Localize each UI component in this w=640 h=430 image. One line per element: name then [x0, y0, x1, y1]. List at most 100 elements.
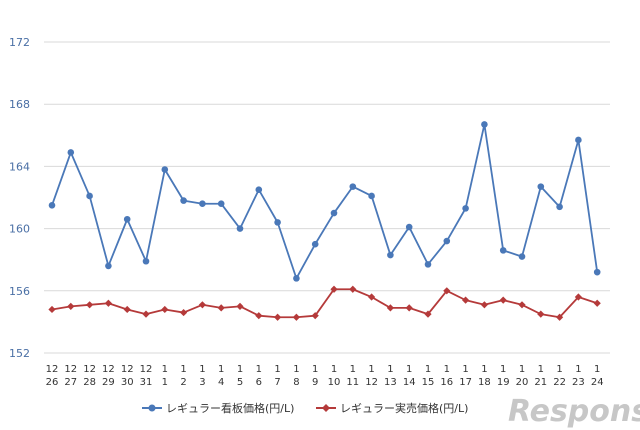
x-tick-day: 17	[459, 377, 472, 388]
x-tick-month: 1	[594, 364, 600, 375]
x-tick-month: 12	[83, 364, 96, 375]
data-point[interactable]	[593, 268, 601, 276]
data-point[interactable]	[198, 301, 206, 309]
data-point[interactable]	[274, 219, 281, 226]
legend-item-jitsubai[interactable]: レギュラー実売価格(円/L)	[316, 401, 468, 415]
x-tick-month: 1	[462, 364, 468, 375]
y-tick-label: 152	[9, 347, 30, 360]
data-point[interactable]	[349, 285, 357, 293]
x-tick-month: 1	[387, 364, 393, 375]
data-point[interactable]	[368, 192, 375, 200]
legend-item-kanban[interactable]: レギュラー看板価格(円/L)	[142, 401, 294, 415]
data-point[interactable]	[67, 302, 75, 310]
y-tick-label: 164	[9, 160, 30, 173]
data-point[interactable]	[274, 313, 282, 321]
data-point[interactable]	[180, 308, 188, 317]
x-tick-month: 1	[237, 364, 243, 375]
x-tick-month: 1	[256, 364, 262, 375]
x-tick-day: 16	[440, 377, 453, 388]
x-tick-day: 31	[140, 377, 153, 388]
data-point[interactable]	[386, 304, 394, 312]
x-tick-day: 23	[572, 377, 585, 388]
data-point[interactable]	[424, 261, 432, 268]
data-point[interactable]	[236, 225, 244, 232]
data-point[interactable]	[443, 237, 451, 245]
x-tick-day: 21	[534, 377, 547, 388]
data-point[interactable]	[142, 310, 150, 318]
data-point[interactable]	[330, 209, 338, 217]
data-point[interactable]	[161, 305, 169, 314]
data-point[interactable]	[405, 223, 413, 231]
data-point[interactable]	[499, 247, 507, 254]
x-tick-day: 5	[237, 377, 243, 388]
data-point[interactable]	[255, 312, 263, 320]
data-point[interactable]	[255, 186, 263, 194]
data-point[interactable]	[481, 121, 488, 128]
x-tick-day: 27	[64, 377, 77, 388]
data-point[interactable]	[518, 253, 526, 260]
x-tick-month: 12	[140, 364, 153, 375]
data-point[interactable]	[537, 183, 545, 190]
x-tick-month: 12	[64, 364, 77, 375]
data-point[interactable]	[556, 203, 563, 211]
x-tick-month: 12	[121, 364, 134, 375]
x-tick-month: 1	[274, 364, 280, 375]
data-point[interactable]	[48, 305, 56, 314]
x-tick-month: 1	[481, 364, 487, 375]
data-point[interactable]	[462, 296, 470, 304]
data-point[interactable]	[518, 301, 526, 309]
data-point[interactable]	[48, 201, 56, 209]
data-point[interactable]	[499, 296, 507, 304]
data-point[interactable]	[293, 275, 300, 282]
watermark-text: Response.	[508, 394, 640, 429]
y-tick-label: 160	[9, 223, 30, 236]
x-tick-month: 1	[500, 364, 506, 375]
data-point[interactable]	[405, 304, 413, 312]
data-point[interactable]	[575, 136, 582, 144]
data-point[interactable]	[537, 310, 545, 318]
x-tick-day: 24	[591, 377, 604, 388]
x-tick-day: 29	[102, 377, 115, 388]
data-point[interactable]	[424, 310, 432, 318]
data-point[interactable]	[593, 299, 601, 307]
data-point[interactable]	[480, 301, 488, 309]
y-tick-label: 156	[9, 285, 30, 298]
data-point[interactable]	[180, 197, 187, 204]
x-tick-month: 1	[199, 364, 205, 375]
x-tick-day: 4	[218, 377, 224, 388]
x-tick-day: 28	[83, 377, 96, 388]
data-point[interactable]	[292, 313, 300, 321]
data-point[interactable]	[123, 305, 131, 314]
data-point[interactable]	[387, 251, 394, 259]
data-point[interactable]	[574, 293, 582, 301]
data-point[interactable]	[311, 312, 319, 320]
data-point[interactable]	[368, 293, 376, 301]
data-point[interactable]	[105, 262, 112, 270]
data-point[interactable]	[161, 166, 169, 173]
data-point[interactable]	[217, 304, 225, 312]
data-point[interactable]	[86, 192, 93, 200]
data-point[interactable]	[330, 285, 338, 293]
data-point[interactable]	[86, 301, 94, 309]
legend: レギュラー看板価格(円/L) レギュラー実売価格(円/L)	[142, 401, 468, 415]
data-point[interactable]	[104, 299, 112, 307]
legend-label-jitsubai: レギュラー実売価格(円/L)	[340, 401, 468, 415]
series-line-1	[51, 288, 598, 319]
data-point[interactable]	[311, 240, 319, 248]
x-tick-day: 13	[384, 377, 397, 388]
data-point[interactable]	[217, 200, 225, 208]
x-tick-day: 12	[365, 377, 378, 388]
legend-label-kanban: レギュラー看板価格(円/L)	[166, 401, 294, 415]
data-point[interactable]	[67, 149, 75, 156]
data-point[interactable]	[142, 257, 150, 265]
series-lines	[48, 121, 601, 321]
x-tick-month: 1	[218, 364, 224, 375]
data-point[interactable]	[199, 200, 206, 208]
data-point[interactable]	[556, 313, 564, 321]
data-point[interactable]	[123, 215, 131, 223]
data-point[interactable]	[462, 205, 469, 212]
data-point[interactable]	[236, 302, 244, 310]
data-point[interactable]	[443, 287, 451, 295]
data-point[interactable]	[349, 183, 357, 190]
